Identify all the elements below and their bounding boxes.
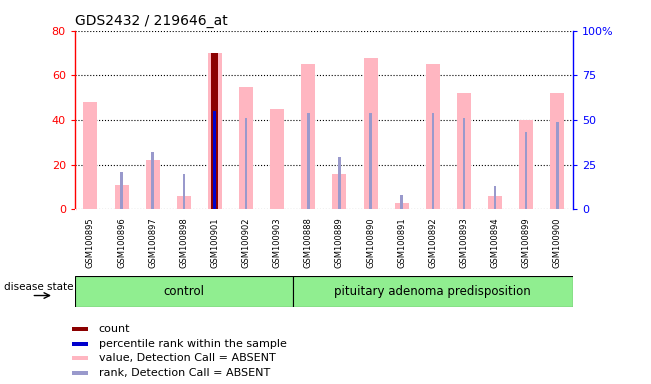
Bar [426, 64, 440, 209]
Text: GSM100897: GSM100897 [148, 217, 157, 268]
Text: GSM100890: GSM100890 [366, 218, 375, 268]
Text: disease state: disease state [4, 282, 74, 292]
Text: GSM100892: GSM100892 [428, 218, 437, 268]
Bar [120, 172, 123, 209]
Bar [214, 111, 216, 209]
Text: GSM100888: GSM100888 [304, 217, 313, 268]
Bar [301, 64, 315, 209]
Bar [338, 157, 340, 209]
Text: GSM100901: GSM100901 [210, 218, 219, 268]
Bar [432, 113, 434, 209]
Bar [369, 113, 372, 209]
Bar [72, 356, 88, 360]
Text: GDS2432 / 219646_at: GDS2432 / 219646_at [75, 14, 228, 28]
Bar [270, 109, 284, 209]
Bar [307, 113, 310, 209]
Bar [212, 53, 219, 209]
Bar [550, 93, 564, 209]
Text: count: count [98, 324, 130, 334]
Bar [72, 328, 88, 331]
Text: GSM100894: GSM100894 [491, 218, 499, 268]
Text: percentile rank within the sample: percentile rank within the sample [98, 339, 286, 349]
Bar [333, 174, 346, 209]
Text: value, Detection Call = ABSENT: value, Detection Call = ABSENT [98, 353, 275, 363]
Text: GSM100889: GSM100889 [335, 217, 344, 268]
Text: rank, Detection Call = ABSENT: rank, Detection Call = ABSENT [98, 368, 270, 378]
Bar [457, 93, 471, 209]
Bar [177, 196, 191, 209]
Bar [239, 86, 253, 209]
Text: GSM100899: GSM100899 [521, 218, 531, 268]
Text: GSM100898: GSM100898 [179, 217, 188, 268]
Bar [83, 102, 98, 209]
Bar [463, 118, 465, 209]
Bar [400, 195, 403, 209]
Bar [293, 276, 573, 307]
Text: GSM100893: GSM100893 [460, 217, 469, 268]
Bar [494, 186, 496, 209]
Text: GSM100903: GSM100903 [273, 218, 282, 268]
Text: GSM100902: GSM100902 [242, 218, 251, 268]
Text: GSM100900: GSM100900 [553, 218, 562, 268]
Bar [152, 152, 154, 209]
Bar [395, 203, 409, 209]
Text: GSM100891: GSM100891 [397, 218, 406, 268]
Bar [556, 122, 559, 209]
Bar [245, 118, 247, 209]
Bar [214, 111, 216, 209]
Text: control: control [163, 285, 204, 298]
Bar [75, 276, 293, 307]
Bar [182, 174, 185, 209]
Bar [208, 53, 222, 209]
Bar [525, 132, 527, 209]
Bar [72, 342, 88, 346]
Bar [146, 160, 159, 209]
Text: GSM100895: GSM100895 [86, 218, 95, 268]
Text: GSM100896: GSM100896 [117, 217, 126, 268]
Bar [488, 196, 502, 209]
Bar [363, 58, 378, 209]
Text: pituitary adenoma predisposition: pituitary adenoma predisposition [335, 285, 531, 298]
Bar [115, 185, 128, 209]
Bar [519, 120, 533, 209]
Bar [72, 371, 88, 375]
